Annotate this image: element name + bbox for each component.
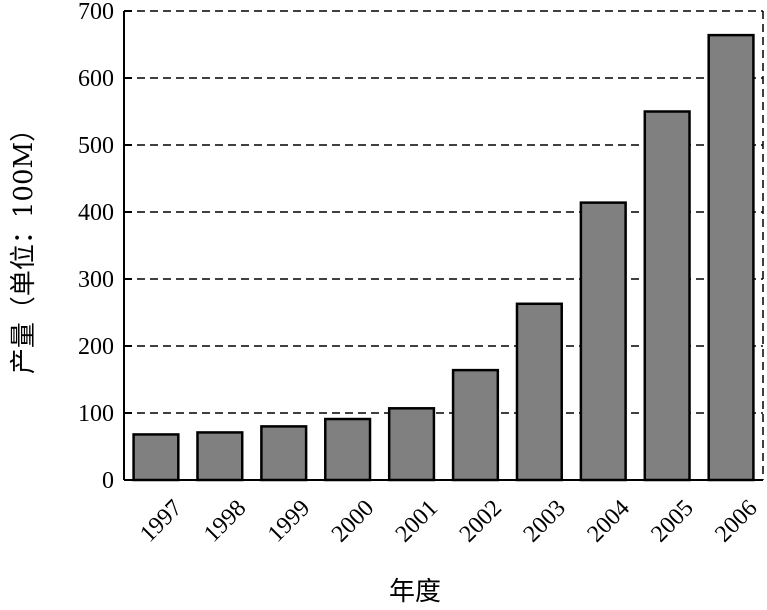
- bar: [451, 368, 500, 482]
- bar: [643, 110, 691, 482]
- bar: [579, 201, 627, 482]
- y-tick-label: 400: [78, 200, 114, 226]
- x-tick-label: 2006: [710, 495, 762, 547]
- y-axis-title: 产量（单位：100M）: [9, 116, 39, 374]
- x-tick-label: 2005: [646, 495, 698, 547]
- y-tick-label: 500: [78, 133, 114, 159]
- x-tick-label: 2002: [455, 495, 507, 547]
- x-tick-label: 2001: [391, 495, 443, 547]
- y-tick-label: 300: [78, 267, 114, 293]
- y-tick-label: 600: [78, 66, 114, 92]
- x-tick-label: 1997: [135, 495, 187, 547]
- x-tick-label: 2003: [519, 495, 571, 547]
- x-tick-label: 2000: [327, 495, 379, 547]
- y-tick-label: 0: [102, 468, 114, 494]
- y-tick-labels: 0 100 200 300 400 500 600 700: [78, 0, 114, 494]
- x-axis-title: 年度: [389, 577, 441, 607]
- y-tick-label: 700: [78, 0, 114, 25]
- x-tick-label: 2004: [582, 495, 634, 547]
- axes: [123, 10, 763, 481]
- y-tick-label: 200: [78, 334, 114, 360]
- bar: [260, 425, 308, 482]
- bar: [707, 33, 755, 482]
- y-tick-label: 100: [78, 401, 114, 427]
- bar: [196, 431, 244, 482]
- bar: [324, 417, 372, 482]
- x-tick-labels: 1997 1998 1999 2000 2001 2002 2003 2004 2005 2006: [135, 495, 762, 547]
- bar: [132, 433, 180, 482]
- x-tick-label: 1999: [263, 495, 315, 547]
- bar: [515, 302, 563, 482]
- bar: [387, 407, 436, 482]
- gridlines: [124, 10, 764, 480]
- x-tick-label: 1998: [199, 495, 251, 547]
